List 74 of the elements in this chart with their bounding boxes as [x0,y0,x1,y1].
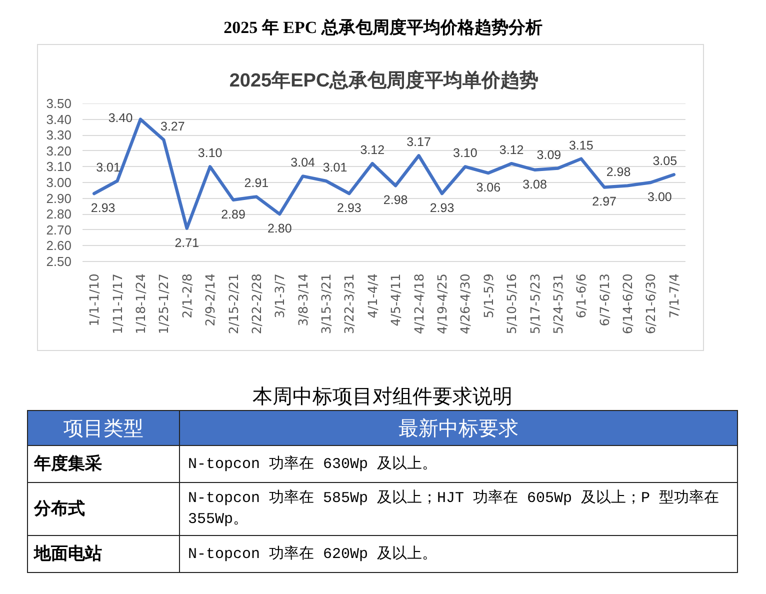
y-tick-label: 3.40 [46,112,72,127]
data-label: 3.06 [476,180,501,195]
data-label: 3.04 [290,156,316,170]
category-label: 项目类型 [28,410,180,446]
data-label: 3.01 [322,160,348,174]
x-tick-label: 2/9-2/14 [202,273,218,326]
data-label: 2.80 [267,222,292,236]
data-label: 3.12 [499,143,524,158]
y-tick-label: 2.50 [46,254,72,269]
data-label: 3.10 [198,146,222,160]
y-tick-label: 3.00 [46,175,72,190]
x-tick-label: 6/1-6/6 [574,273,589,318]
data-label: 3.00 [648,190,672,204]
x-tick-label: 4/19-4/25 [434,273,450,334]
y-tick-label: 3.10 [46,159,72,174]
data-label: 3.12 [360,143,385,158]
category-label: 年度集采 [34,454,102,474]
x-tick-label: 4/5-4/11 [388,273,404,326]
data-label: 2.93 [430,201,454,216]
data-label: 3.15 [568,138,594,152]
chart-subtitle: 2025年EPC总承包周度平均单价趋势 [229,70,539,92]
data-label: 3.10 [453,146,478,160]
x-tick-label: 2/1-2/8 [179,273,194,318]
y-tick-label: 2.90 [46,190,72,206]
x-tick-label: 1/1-1/10 [86,273,102,326]
x-tick-label: 3/8-3/14 [295,273,310,326]
data-label: 2.71 [174,236,200,250]
x-tick-label: 1/18-1/24 [132,273,148,334]
data-label: 2.91 [244,176,269,190]
data-label: 3.17 [406,135,431,150]
data-label: 3.01 [96,160,120,174]
x-tick-label: 3/22-3/31 [342,273,357,334]
x-tick-label: 2/22-2/28 [248,273,264,334]
y-tick-label: 3.50 [46,96,72,111]
data-label: 2.98 [383,193,408,208]
x-tick-label: 6/21-6/30 [643,273,658,334]
category-label: 地面电站 [34,544,102,564]
x-tick-label: 4/1-4/4 [364,273,380,318]
data-label: 3.09 [536,148,562,162]
x-tick-label: 5/24-5/31 [550,273,566,334]
x-tick-label: 6/7-6/13 [596,273,612,326]
data-label: 3.08 [522,177,547,192]
x-tick-label: 1/25-1/27 [156,273,172,334]
x-tick-label: 4/26-4/30 [458,273,473,334]
text: N-topcon 功率在 630Wp 及以上。 [180,446,738,482]
x-tick-label: 3/15-3/21 [318,273,334,334]
chart-title: 2025 年 EPC 总承包周度平均价格趋势分析 [222,17,544,38]
x-tick-label: 5/17-5/23 [527,273,542,334]
y-tick-label: 3.30 [46,128,72,143]
y-tick-label: 2.80 [46,206,72,222]
data-label: 3.05 [652,154,678,168]
data-label: 3.40 [108,110,133,125]
x-tick-label: 4/12-4/18 [411,273,426,334]
x-tick-label: 1/11-1/17 [110,273,125,334]
x-tick-label: 3/1-3/7 [272,273,288,318]
x-tick-label: 2/15-2/21 [226,273,241,334]
category-label: 分布式 [34,498,85,519]
x-tick-label: 5/1-5/9 [480,273,496,318]
data-label: 2.98 [606,165,631,180]
x-tick-label: 7/1-7/4 [666,273,682,318]
y-tick-label: 3.20 [46,143,72,158]
text: N-topcon 功率在 620Wp 及以上。 [180,536,738,572]
y-tick-label: 2.60 [46,238,72,254]
text: N-topcon 功率在 585Wp 及以上；HJT 功率在 605Wp 及以上；P 型功率在 355Wp。 [180,482,738,536]
category-label: 最新中标要求 [180,410,738,446]
data-label: 2.97 [592,194,617,209]
data-label: 3.27 [160,119,185,134]
x-tick-label: 5/10-5/16 [504,273,520,334]
y-tick-label: 2.70 [46,222,72,238]
data-label: 2.93 [90,201,116,216]
data-label: 2.89 [221,207,246,222]
text: 本周中标项目对组件要求说明 [252,384,512,408]
data-label: 2.93 [337,201,362,216]
x-tick-label: 6/14-6/20 [620,273,636,334]
